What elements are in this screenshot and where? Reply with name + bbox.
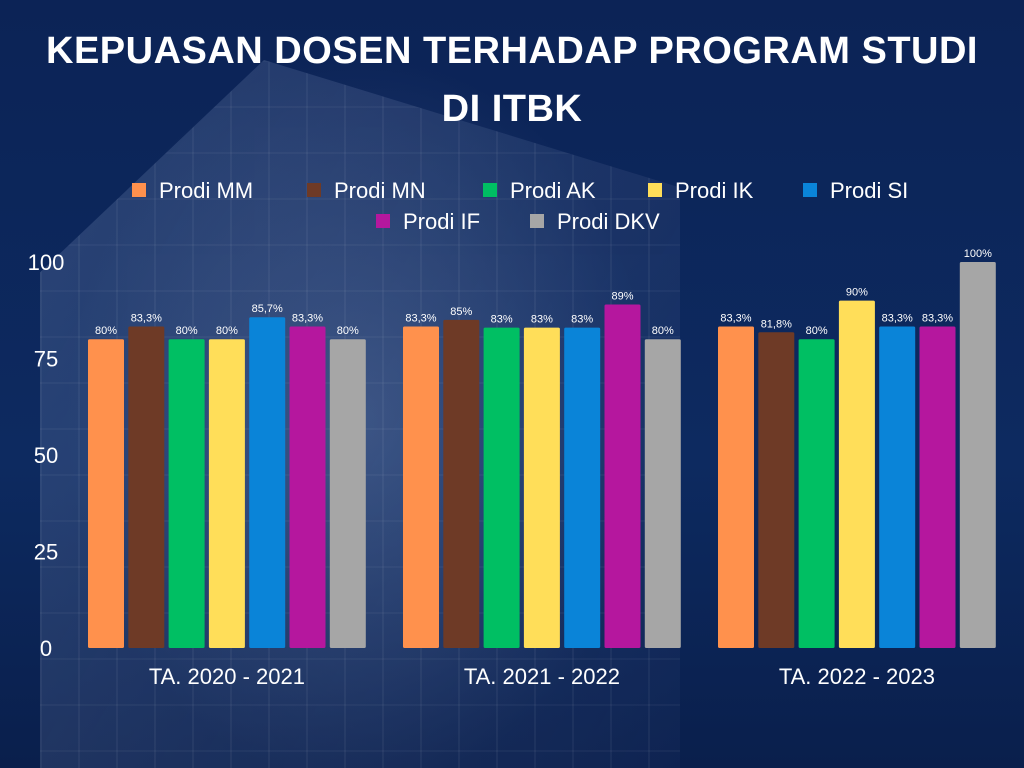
bar-2-4 <box>523 327 560 648</box>
x-tick-label-1: TA. 2020 - 2021 <box>149 664 305 689</box>
legend-swatch-6 <box>376 214 390 228</box>
data-label-3-4: 90% <box>846 287 868 299</box>
bar-1-5 <box>249 317 286 648</box>
data-label-1-7: 80% <box>337 325 359 337</box>
legend-swatch-7 <box>530 214 544 228</box>
legend-label-1: Prodi MM <box>159 178 253 203</box>
y-tick-label-75: 75 <box>34 347 58 372</box>
legend-label-3: Prodi AK <box>510 178 596 203</box>
bar-3-5 <box>879 326 916 648</box>
data-label-1-1: 80% <box>95 325 117 337</box>
data-label-1-6: 83,3% <box>292 312 323 324</box>
chart-title-line-2: DI ITBK <box>441 88 583 130</box>
bar-2-2 <box>443 319 480 648</box>
y-tick-label-100: 100 <box>28 250 65 275</box>
legend-swatch-4 <box>648 183 662 197</box>
chart-title: KEPUASAN DOSEN TERHADAP PROGRAM STUDI DI… <box>0 22 1024 138</box>
x-tick-label-2: TA. 2021 - 2022 <box>464 664 620 689</box>
bar-3-1 <box>718 326 754 648</box>
legend-swatch-1 <box>132 183 146 197</box>
legend-label-4: Prodi IK <box>675 178 754 203</box>
bar-1-1 <box>88 339 124 648</box>
bar-2-1 <box>403 326 439 648</box>
legend-label-5: Prodi SI <box>830 178 908 203</box>
bar-2-5 <box>564 327 601 648</box>
data-label-2-2: 85% <box>450 306 472 318</box>
bar-1-7 <box>329 339 366 648</box>
data-label-1-3: 80% <box>176 325 198 337</box>
data-label-3-6: 83,3% <box>922 312 953 324</box>
data-label-3-3: 80% <box>806 325 828 337</box>
y-tick-label-0: 0 <box>40 636 52 661</box>
bar-1-3 <box>168 339 205 648</box>
data-label-2-1: 83,3% <box>405 312 436 324</box>
legend-swatch-2 <box>307 183 321 197</box>
y-tick-label-25: 25 <box>34 540 58 565</box>
y-tick-label-50: 50 <box>34 443 58 468</box>
data-label-1-2: 83,3% <box>131 312 162 324</box>
bar-1-2 <box>128 326 165 648</box>
bar-3-4 <box>838 300 875 648</box>
data-label-2-7: 80% <box>652 325 674 337</box>
legend-label-7: Prodi DKV <box>557 209 660 234</box>
bar-1-6 <box>289 326 326 648</box>
legend-label-2: Prodi MN <box>334 178 426 203</box>
data-label-1-5: 85,7% <box>252 303 283 315</box>
legend-swatch-3 <box>483 183 497 197</box>
data-label-2-6: 89% <box>611 290 633 302</box>
bar-2-7 <box>644 339 681 648</box>
bar-3-6 <box>919 326 956 648</box>
legend-label-6: Prodi IF <box>403 209 480 234</box>
data-label-3-2: 81,8% <box>761 318 792 330</box>
x-tick-label-3: TA. 2022 - 2023 <box>779 664 935 689</box>
data-label-3-1: 83,3% <box>720 312 751 324</box>
bar-1-4 <box>208 339 245 648</box>
data-label-2-5: 83% <box>571 314 593 326</box>
bar-3-2 <box>758 332 795 648</box>
data-label-1-4: 80% <box>216 325 238 337</box>
bar-2-6 <box>604 304 641 648</box>
data-label-2-4: 83% <box>531 314 553 326</box>
bar-3-7 <box>959 262 996 648</box>
data-label-3-5: 83,3% <box>882 312 913 324</box>
data-label-3-7: 100% <box>964 248 992 260</box>
data-label-2-3: 83% <box>491 314 513 326</box>
bar-3-3 <box>798 339 835 648</box>
legend-swatch-5 <box>803 183 817 197</box>
bar-2-3 <box>483 327 520 648</box>
chart-title-line-1: KEPUASAN DOSEN TERHADAP PROGRAM STUDI <box>46 30 978 72</box>
